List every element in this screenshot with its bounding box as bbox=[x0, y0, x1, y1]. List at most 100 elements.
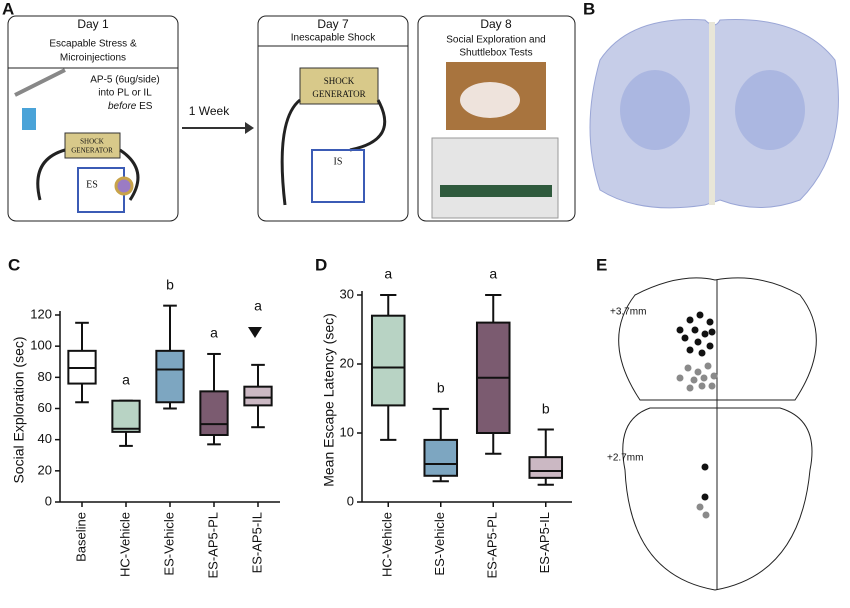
site-dot bbox=[690, 376, 698, 384]
axis-title: Mean Escape Latency (sec) bbox=[321, 313, 337, 487]
site-dot bbox=[686, 346, 694, 354]
group-letter: a bbox=[384, 266, 392, 282]
marker bbox=[248, 327, 262, 338]
site-dot bbox=[696, 311, 704, 319]
site-dot bbox=[700, 374, 708, 382]
day-title: Day 8 bbox=[480, 17, 512, 31]
y-tick-label: 80 bbox=[38, 369, 52, 384]
x-tick-label: HC-Vehicle bbox=[117, 512, 132, 577]
y-tick-label: 0 bbox=[45, 493, 52, 508]
y-tick-label: 20 bbox=[38, 462, 52, 477]
x-tick-label: ES-AP5-IL bbox=[249, 512, 264, 573]
panel-label: A bbox=[2, 0, 14, 18]
caption: Escapable Stress & bbox=[49, 39, 137, 50]
x-tick-label: ES-Vehicle bbox=[161, 512, 176, 576]
caption: Microinjections bbox=[60, 53, 126, 64]
box bbox=[199, 390, 229, 436]
site-dot bbox=[696, 503, 704, 511]
injection-sites bbox=[676, 311, 718, 519]
site-dot bbox=[681, 334, 689, 342]
day-title: Day 1 bbox=[77, 17, 109, 31]
site-dot bbox=[691, 326, 699, 334]
caption-italic: before bbox=[108, 101, 137, 112]
panel-label: E bbox=[596, 255, 607, 274]
day7-box bbox=[257, 15, 409, 222]
group-letter: b bbox=[542, 400, 550, 416]
box bbox=[370, 314, 406, 407]
panel-label: D bbox=[315, 255, 327, 274]
level-label: +3.7mm bbox=[610, 307, 646, 318]
caption: into PL or IL bbox=[98, 88, 152, 99]
site-dot bbox=[701, 330, 709, 338]
day1-box bbox=[7, 15, 179, 222]
atlas-outline bbox=[618, 277, 817, 401]
box bbox=[111, 399, 141, 433]
site-dot bbox=[708, 328, 716, 336]
wheel bbox=[114, 176, 134, 196]
arrow-head bbox=[245, 122, 254, 134]
y-tick-label: 20 bbox=[340, 355, 354, 370]
site-dot bbox=[694, 338, 702, 346]
x-tick-label: ES-AP5-IL bbox=[537, 512, 552, 573]
x-tick-label: ES-AP5-PL bbox=[485, 512, 500, 578]
cable bbox=[36, 148, 140, 201]
photo-base bbox=[440, 185, 552, 197]
caption: ES bbox=[139, 101, 153, 112]
arrow-label: 1 Week bbox=[189, 104, 230, 118]
axis-title: Social Exploration (sec) bbox=[11, 336, 27, 483]
site-dot bbox=[698, 382, 706, 390]
caption: Inescapable Shock bbox=[291, 33, 377, 44]
x-tick-label: ES-AP5-PL bbox=[205, 512, 220, 578]
site-dot bbox=[701, 463, 709, 471]
y-tick-label: 10 bbox=[340, 424, 354, 439]
brain-region bbox=[735, 70, 805, 150]
group-letter: b bbox=[166, 276, 174, 292]
generator-label: SHOCK bbox=[324, 76, 355, 86]
group-letter: b bbox=[437, 380, 445, 396]
site-dot bbox=[706, 342, 714, 350]
site-dot bbox=[686, 316, 694, 324]
level-label: +2.7mm bbox=[607, 453, 643, 464]
photo-rat bbox=[460, 82, 520, 118]
y-tick-label: 0 bbox=[347, 493, 354, 508]
box bbox=[528, 456, 564, 479]
site-dot bbox=[676, 374, 684, 382]
site-dot bbox=[708, 382, 716, 390]
generator-label: GENERATOR bbox=[71, 147, 113, 155]
site-dot bbox=[694, 368, 702, 376]
y-tick-label: 40 bbox=[38, 431, 52, 446]
atlas-outline bbox=[622, 407, 813, 591]
generator bbox=[64, 132, 121, 159]
caption: Shuttlebox Tests bbox=[459, 48, 532, 59]
site-dot bbox=[704, 362, 712, 370]
x-tick-label: Baseline bbox=[73, 512, 88, 562]
site-dot bbox=[686, 384, 694, 392]
panel-label: C bbox=[8, 255, 20, 274]
group-letter: a bbox=[122, 371, 130, 387]
generator-label: SHOCK bbox=[80, 138, 104, 146]
y-tick-label: 30 bbox=[340, 286, 354, 301]
generator-label: GENERATOR bbox=[312, 89, 365, 99]
group-letter: a bbox=[254, 298, 262, 314]
syringe bbox=[14, 68, 66, 97]
site-dot bbox=[684, 364, 692, 372]
y-tick-label: 60 bbox=[38, 400, 52, 415]
group-letter: a bbox=[489, 266, 497, 282]
chamber-label: ES bbox=[86, 179, 98, 190]
box bbox=[423, 438, 459, 477]
day8-box bbox=[417, 15, 576, 222]
panel-label: B bbox=[583, 0, 595, 18]
site-dot bbox=[701, 493, 709, 501]
chamber bbox=[311, 149, 365, 203]
site-dot bbox=[698, 349, 706, 357]
site-dot bbox=[676, 326, 684, 334]
site-dot bbox=[706, 318, 714, 326]
cable bbox=[280, 98, 387, 206]
caption: before ES bbox=[108, 101, 153, 112]
caption: AP-5 (6ug/side) bbox=[90, 75, 159, 86]
box bbox=[155, 349, 185, 404]
vial bbox=[22, 108, 36, 130]
box bbox=[243, 385, 273, 407]
photo bbox=[431, 137, 559, 219]
